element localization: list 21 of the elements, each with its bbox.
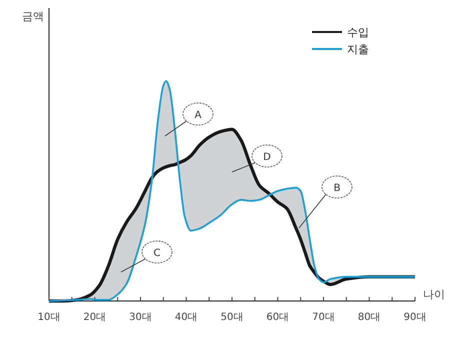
x-tick-label: 50대 [220,312,244,323]
annotation: 금액 [22,10,44,23]
annotation: C [120,240,172,272]
annotation: D [263,152,272,163]
x-tick-label: 30대 [129,312,152,323]
x-tick-label: 90대 [404,312,426,323]
annotation: C [154,248,161,259]
annotation: B [298,176,352,228]
annotation: A [194,110,202,121]
legend-label: 수입 [347,26,369,39]
x-tick-label: 60대 [266,312,290,323]
x-tick-label: 70대 [312,312,335,323]
annotation: B [334,183,341,194]
x-tick-label: 80대 [358,312,381,323]
legend-label: 지출 [347,43,369,56]
x-axis-title: 나이 [423,288,445,301]
x-tick-label: 40대 [174,312,198,323]
annotation: A [164,102,214,136]
annotation: D [232,144,282,172]
x-tick-label: 20대 [83,312,106,323]
x-tick-label: 10대 [38,312,60,323]
